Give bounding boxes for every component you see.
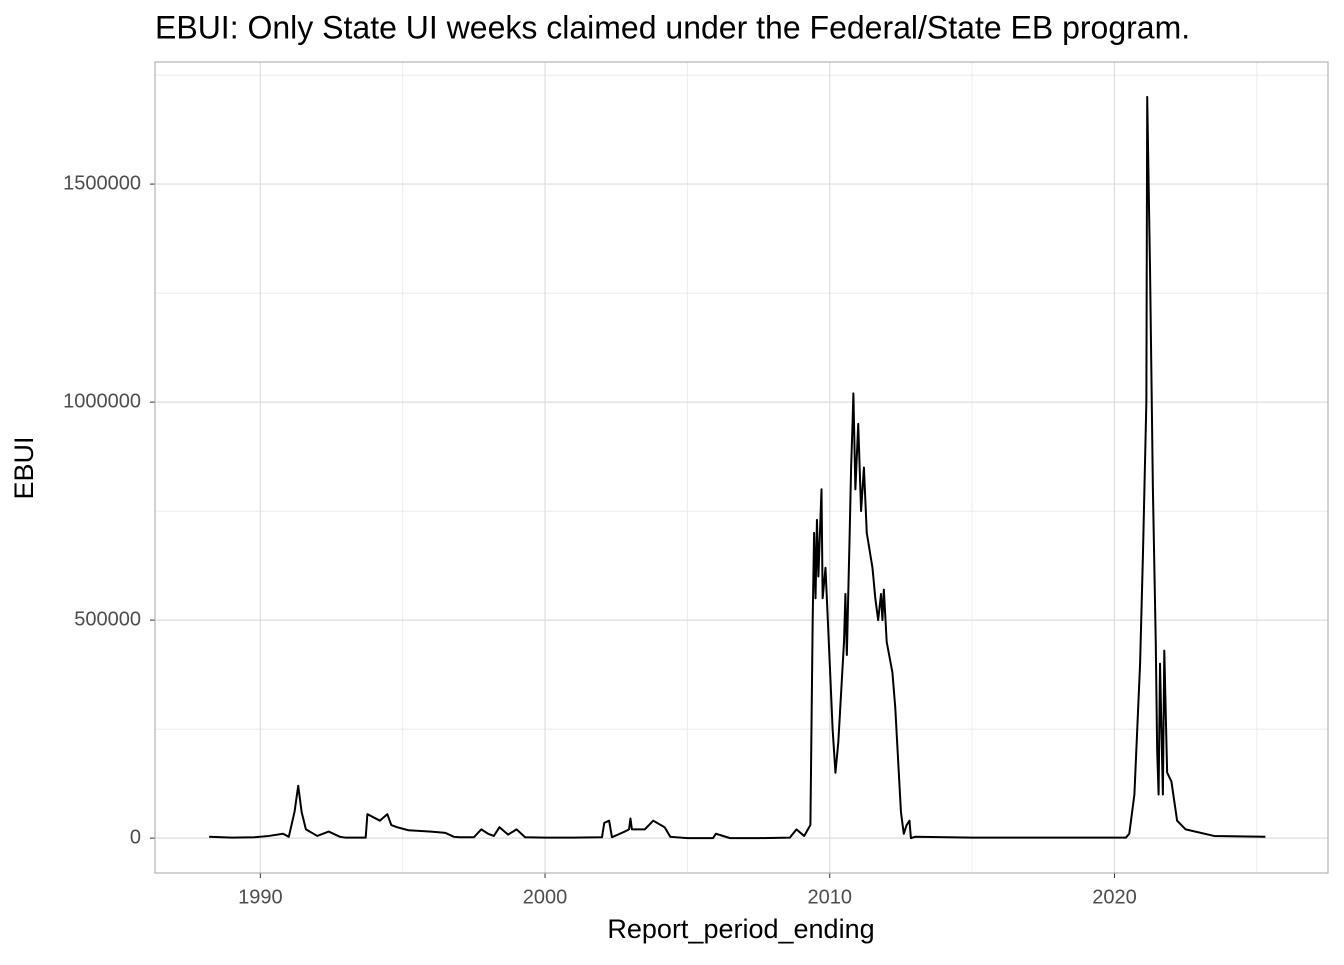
y-tick-label: 1500000 — [63, 172, 141, 194]
y-tick-label: 0 — [130, 826, 141, 848]
x-tick-label: 2000 — [523, 886, 568, 908]
y-axis-title: EBUI — [9, 436, 39, 499]
x-tick-label: 2010 — [808, 886, 853, 908]
data-line — [209, 95, 1266, 840]
x-tick-label: 1990 — [238, 886, 283, 908]
x-tick-label: 2020 — [1092, 886, 1137, 908]
y-tick-label: 500000 — [74, 608, 141, 630]
panel-border — [154, 61, 1329, 874]
x-axis-title: Report_period_ending — [607, 914, 874, 944]
chart-title: EBUI: Only State UI weeks claimed under … — [155, 9, 1190, 45]
y-tick-label: 1000000 — [63, 390, 141, 412]
